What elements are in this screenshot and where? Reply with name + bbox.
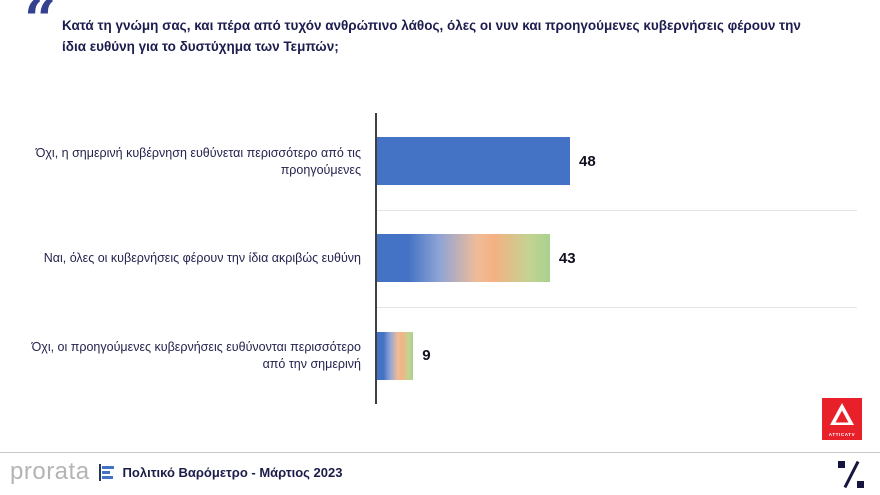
footer: prorata Πολιτικό Βαρόμετρο - Μάρτιος 202…	[10, 460, 342, 484]
category-label: Όχι, οι προηγούμενες κυβερνήσεις ευθύνον…	[31, 339, 361, 371]
plot-area-row: 43	[375, 209, 857, 308]
category-label: Όχι, η σημερινή κυβέρνηση ευθύνεται περι…	[35, 145, 361, 177]
bar	[377, 234, 550, 282]
prorata-chart-icon	[98, 463, 114, 481]
chart-row: Όχι, η σημερινή κυβέρνηση ευθύνεται περι…	[30, 112, 857, 211]
quote-icon: “	[24, 0, 57, 53]
chart-row: Όχι, οι προηγούμενες κυβερνήσεις ευθύνον…	[30, 307, 857, 404]
footer-divider	[0, 452, 880, 453]
chart-row: Ναι, όλες οι κυβερνήσεις φέρουν την ίδια…	[30, 209, 857, 308]
percent-mark-icon	[838, 460, 864, 489]
bar-chart: Όχι, η σημερινή κυβέρνηση ευθύνεται περι…	[30, 112, 857, 404]
survey-question-text: Κατά τη γνώμη σας, και πέρα από τυχόν αν…	[62, 18, 801, 54]
attica-tv-logo: ATTICATV	[822, 398, 862, 440]
bar-value-label: 48	[579, 152, 596, 170]
footer-subtitle: Πολιτικό Βαρόμετρο - Μάρτιος 2023	[122, 464, 343, 480]
bar	[377, 331, 414, 380]
bar	[377, 137, 570, 185]
category-label: Ναι, όλες οι κυβερνήσεις φέρουν την ίδια…	[43, 251, 361, 266]
bar-value-label: 43	[558, 249, 576, 267]
attica-tv-label: ATTICATV	[828, 432, 856, 437]
plot-area-row: 48	[375, 112, 857, 211]
prorata-logo: prorata	[10, 458, 90, 485]
plot-area-row: 9	[375, 307, 857, 404]
bar-value-label: 9	[422, 347, 431, 364]
attica-triangle-a-icon	[830, 403, 854, 425]
